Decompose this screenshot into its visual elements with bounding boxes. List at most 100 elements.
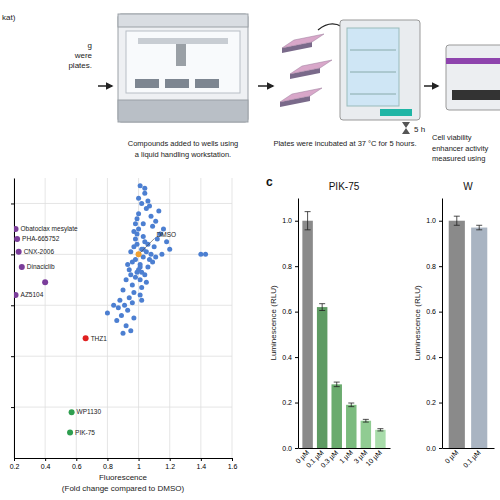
tick-label: 10 µM bbox=[364, 449, 384, 469]
error-cap bbox=[305, 211, 311, 212]
point-label: Obatoclax mesylate bbox=[21, 225, 78, 233]
point bbox=[128, 249, 133, 254]
plate-top bbox=[280, 88, 322, 102]
tick: 10 µM bbox=[364, 449, 384, 469]
grid-line bbox=[107, 178, 108, 458]
point bbox=[152, 244, 157, 249]
tick-mark bbox=[76, 458, 77, 461]
step-caption: Plates were incubated at 37 °C for 5 hou… bbox=[273, 139, 416, 148]
point bbox=[145, 242, 150, 247]
incubator-tray bbox=[380, 109, 412, 116]
tick-label: 1.0 bbox=[282, 217, 292, 224]
step-arrow bbox=[258, 85, 273, 87]
tick: 0.1 µM bbox=[462, 449, 483, 470]
bar bbox=[346, 405, 356, 448]
point bbox=[125, 308, 130, 313]
deck-plate bbox=[195, 79, 219, 88]
grid bbox=[14, 178, 232, 458]
tick-mark bbox=[139, 458, 140, 461]
error-cap bbox=[305, 229, 311, 230]
point bbox=[14, 236, 20, 242]
point bbox=[131, 290, 136, 295]
bar bbox=[375, 430, 385, 448]
bar bbox=[471, 228, 487, 448]
point bbox=[139, 298, 144, 303]
tick: 0.4 bbox=[426, 354, 442, 361]
error-cap bbox=[334, 386, 340, 387]
deck-plate bbox=[135, 79, 159, 88]
step-caption: a liquid handling workstation. bbox=[135, 150, 231, 159]
tick-mark bbox=[11, 356, 14, 357]
point bbox=[153, 254, 158, 259]
tick-label: 0.4 bbox=[41, 463, 51, 470]
tick-mark bbox=[439, 221, 442, 222]
tick-mark bbox=[45, 458, 46, 461]
point-labels: Obatoclax mesylatePHA-665752CNX-2006Dina… bbox=[21, 225, 177, 436]
tick-label: 0.1 µM bbox=[462, 449, 483, 470]
error-stem bbox=[336, 382, 337, 387]
point bbox=[141, 254, 146, 259]
tick-mark bbox=[439, 357, 442, 358]
point bbox=[130, 260, 135, 265]
point bbox=[135, 270, 140, 275]
tick: 0.2 bbox=[282, 399, 298, 406]
tick-label: 0.0 bbox=[426, 445, 436, 452]
grid-line bbox=[14, 356, 232, 357]
point bbox=[139, 285, 144, 290]
point bbox=[19, 264, 25, 270]
point bbox=[139, 201, 144, 206]
axis: 0.00.20.40.60.81.0 bbox=[282, 199, 298, 452]
tick: 1.0 bbox=[282, 217, 298, 224]
point bbox=[164, 239, 169, 244]
point bbox=[150, 224, 155, 229]
tick: 1.6 bbox=[228, 458, 238, 470]
incubator-shelf bbox=[350, 94, 396, 95]
axis-line bbox=[14, 179, 15, 459]
step-caption: measured using bbox=[432, 154, 485, 163]
tick-mark bbox=[11, 407, 14, 408]
point bbox=[136, 211, 141, 216]
tick-mark bbox=[295, 357, 298, 358]
incubator-body bbox=[340, 20, 420, 120]
point bbox=[67, 430, 73, 436]
point bbox=[136, 226, 141, 231]
tick bbox=[11, 407, 14, 408]
step-caption: Compounds added to wells using bbox=[128, 139, 239, 148]
point bbox=[16, 249, 22, 255]
tick: 0.4 bbox=[282, 354, 298, 361]
label-leader bbox=[141, 238, 155, 252]
point-label: DMSO bbox=[157, 231, 177, 238]
figure: kat)gwereplates.5 hCompounds added to we… bbox=[0, 0, 500, 500]
tick-label: 0.4 bbox=[426, 354, 436, 361]
error-cap bbox=[476, 229, 482, 230]
error-stem bbox=[479, 225, 480, 230]
step-arrow bbox=[98, 85, 112, 87]
bar-chart: 0.00.20.40.60.81.00 µM0.1 µMWLuminescenc… bbox=[413, 181, 495, 470]
error-stem bbox=[322, 304, 323, 311]
point-label: AZ5104 bbox=[21, 291, 44, 298]
tick-label: 0.8 bbox=[282, 263, 292, 270]
tick bbox=[11, 356, 14, 357]
tick-mark bbox=[201, 458, 202, 461]
point bbox=[138, 262, 143, 267]
incubator-icon bbox=[340, 20, 420, 134]
tick: 0.6 bbox=[72, 458, 82, 470]
tick: 0.2 bbox=[426, 399, 442, 406]
axis-title: Luminescence (RLU) bbox=[413, 285, 422, 360]
error-cap bbox=[348, 406, 354, 407]
axis-title: Luminescence (RLU) bbox=[269, 285, 278, 360]
bar-chart: 0.00.20.40.60.81.00 µM0.1 µM0.3 µM1 µM3 … bbox=[269, 181, 391, 470]
chart-title: W bbox=[463, 181, 473, 192]
point bbox=[117, 298, 122, 303]
tick-mark bbox=[107, 458, 108, 461]
tick-label: 0.6 bbox=[72, 463, 82, 470]
plate-top bbox=[282, 34, 324, 48]
point-label: PIK-75 bbox=[75, 429, 95, 436]
liquid-handler-icon bbox=[118, 14, 248, 122]
grid-line bbox=[200, 178, 201, 458]
point bbox=[141, 234, 146, 239]
point bbox=[136, 196, 141, 201]
axis: 0 µM0.1 µM bbox=[443, 449, 495, 470]
axis-line bbox=[298, 199, 299, 449]
tick: 0.8 bbox=[282, 263, 298, 270]
